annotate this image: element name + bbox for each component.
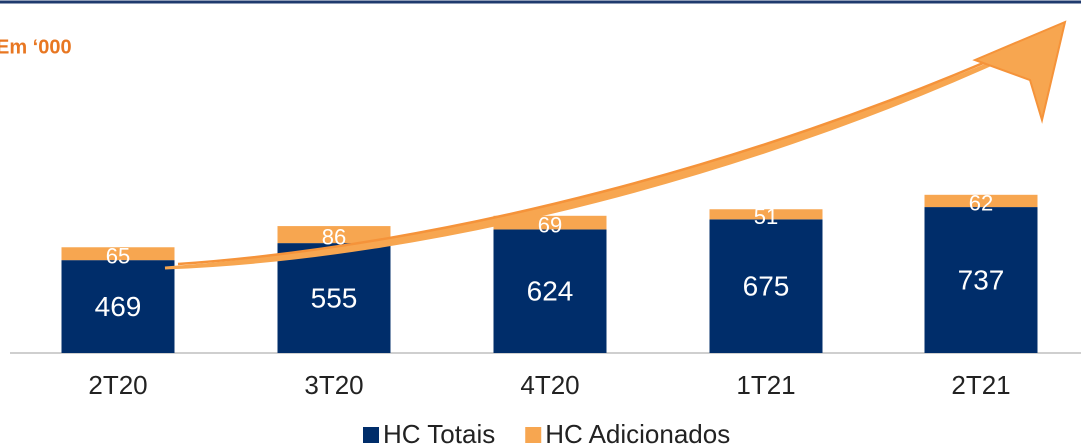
bar-segment [924,207,1038,353]
legend-label: HC Totais [383,419,495,448]
x-tick-label: 2T20 [88,370,147,400]
bar-segment [709,219,823,353]
x-tick-label: 1T21 [736,370,795,400]
legend-swatch [525,427,542,443]
bar-segment [493,229,607,353]
value-label: 65 [106,244,130,269]
value-label: 62 [969,191,993,216]
trend-arrow [164,20,1067,270]
chart-title: Em ‘000 [0,36,72,58]
bar-segment [924,194,1038,208]
x-tick-label: 4T20 [520,370,579,400]
value-label: 51 [754,204,778,229]
value-label: 675 [743,271,790,302]
legend-swatch [363,427,379,443]
bar-segment [61,247,175,261]
legend-label: HC Adicionados [545,419,730,448]
bars [61,194,1038,353]
x-tick-label: 3T20 [304,370,363,400]
value-label: 555 [311,282,358,313]
bar-segment [709,209,823,220]
x-tick-label: 2T21 [951,370,1010,400]
value-label: 737 [958,264,1005,295]
value-label: 69 [538,212,562,237]
bar-segment [277,243,391,353]
value-label: 86 [322,224,346,249]
value-label: 469 [95,291,142,322]
bar-segment [61,260,175,353]
value-label: 624 [527,276,574,307]
labels: 469 65 555 86 624 69 675 51 737 62 [95,191,1005,322]
bar-segment [277,226,391,244]
